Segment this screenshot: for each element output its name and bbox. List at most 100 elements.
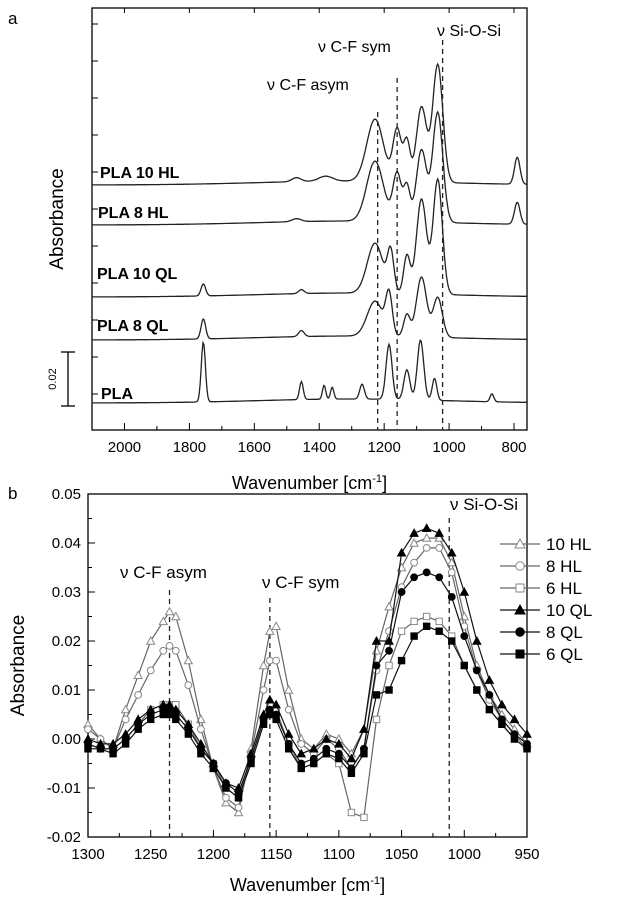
legend-label: 6 QL [546,645,583,664]
data-point [434,533,445,542]
data-point [165,642,174,650]
x-tick-label-a: 1600 [238,439,271,456]
data-point [283,684,294,694]
data-point [84,725,92,734]
data-point [435,627,443,635]
data-point [421,523,432,532]
y-tick-label-b: 0.03 [52,584,81,601]
y-tick-label-b: 0.01 [52,682,81,699]
data-point [459,586,470,596]
x-tick-label-b: 950 [514,846,539,863]
data-point [497,699,507,709]
x-tick-label-a: 800 [501,439,526,456]
data-point [514,537,526,549]
data-point [372,691,381,699]
data-point [515,583,525,593]
data-point [410,573,419,582]
x-tick-label-a: 1400 [303,439,336,456]
data-point [421,533,432,542]
data-point [170,611,181,621]
data-point [509,714,520,724]
data-point [265,694,275,704]
data-point [447,568,456,577]
data-point [165,710,174,719]
data-point [96,745,105,753]
data-point [164,606,175,616]
data-point [266,710,274,719]
y-tick-label-b: 0.04 [52,535,81,552]
panel-label-b: b [8,484,17,503]
data-point [284,745,293,753]
legend-label: 8 QL [546,623,583,642]
data-point [184,681,193,689]
data-point [334,738,344,748]
data-point [384,601,394,611]
data-point [308,743,319,753]
spectrum-line-2 [92,177,527,298]
data-point [435,573,444,582]
y-axis-label-a: Absorbance [47,168,68,269]
legend-label: 8 HL [546,557,582,576]
data-point [265,626,275,635]
spectrum-line-3 [92,276,527,341]
data-point [284,705,293,714]
data-point [347,808,356,817]
data-point [121,715,130,724]
data-point [272,656,281,665]
data-point [296,748,307,758]
y-tick-label-b: -0.02 [47,829,81,846]
data-point [522,729,532,738]
series-label-a: PLA 10 QL [97,266,178,283]
data-point [514,603,526,615]
y-axis-label-b: Absorbance [8,615,29,716]
panel-label-a: a [8,9,18,28]
series-label-a: PLA 10 HL [100,165,180,182]
data-point [472,666,481,675]
data-point [515,627,525,637]
data-point [310,759,318,768]
x-tick-label-b: 1300 [71,846,104,863]
data-point [222,784,230,792]
data-point [435,617,443,626]
annotation-b: ν C-F sym [262,573,339,592]
data-point [222,793,230,802]
series-6-ql [84,622,531,802]
x-axis-label-b: Wavenumber [cm-1] [230,875,385,895]
data-point [272,715,280,724]
data-point [448,637,456,645]
data-point [447,593,456,601]
data-point [221,797,231,807]
data-point [159,710,167,719]
data-point [385,686,393,694]
data-point [515,649,525,659]
data-point [397,588,406,596]
data-point [371,645,382,655]
scale-bar-label: 0.02 [47,368,59,389]
data-point [146,666,155,675]
data-point [484,675,495,684]
data-point [121,740,130,748]
data-point [133,670,144,679]
annotation-a: ν Si-O-Si [437,23,501,40]
data-point [385,627,393,636]
data-point [283,729,294,738]
y-tick-label-b: 0.02 [52,633,81,650]
annotation-b: ν C-F asym [120,563,207,582]
data-point [485,705,494,714]
data-point [397,656,406,665]
spectrum-line-1 [92,110,527,226]
data-point [422,544,431,552]
data-point [335,754,343,763]
data-point [322,750,331,758]
data-point [196,725,205,734]
data-point [409,528,419,537]
x-axis-label-a: Wavenumber [cm-1] [232,473,387,493]
data-point [422,622,431,630]
data-point [346,753,357,763]
x-tick-label-a: 1200 [367,439,400,456]
legend-label: 10 HL [546,535,591,554]
data-point [247,759,255,768]
data-point [297,764,305,773]
legend-label: 6 HL [546,579,582,598]
